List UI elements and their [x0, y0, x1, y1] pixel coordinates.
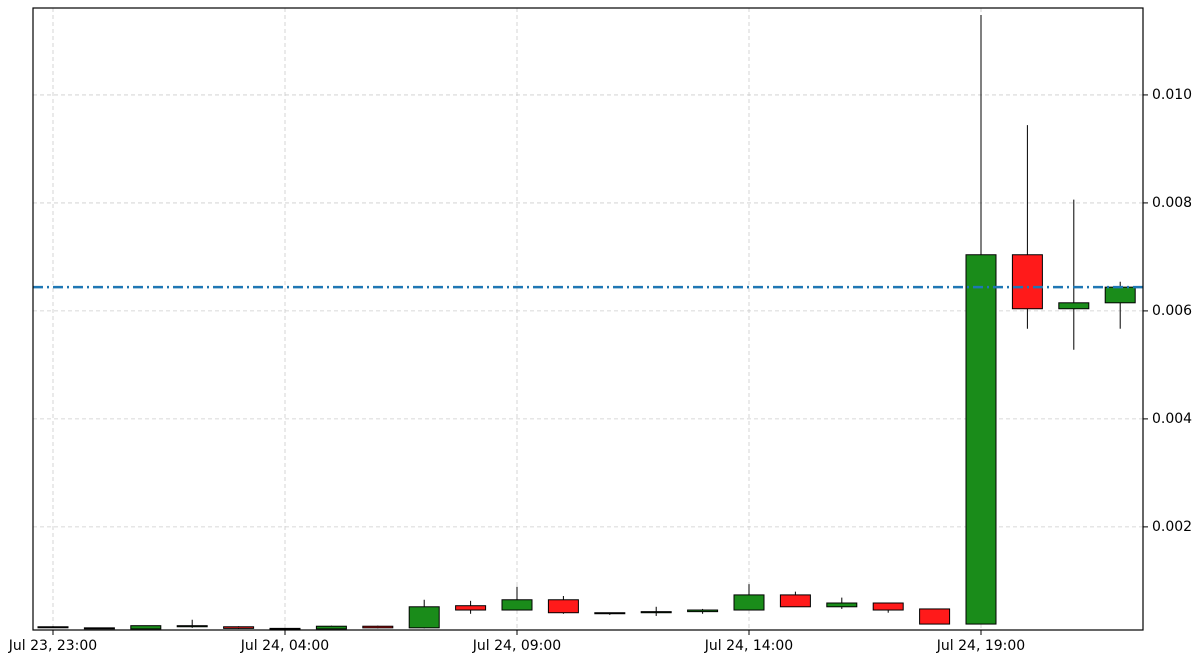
- candle-body: [826, 602, 858, 608]
- plot-frame: [32, 7, 1144, 631]
- y-tick-label: 0.006: [1152, 303, 1192, 319]
- candle-body: [547, 599, 579, 614]
- candle-body: [223, 626, 255, 629]
- candle-body: [640, 611, 672, 614]
- candle-body: [315, 625, 347, 630]
- candle-body: [455, 605, 487, 611]
- candle-body: [83, 627, 115, 630]
- x-tick-label: Jul 24, 04:00: [240, 638, 329, 654]
- candle-body: [362, 625, 394, 629]
- y-tick-label: 0.002: [1152, 519, 1192, 535]
- candle-body: [594, 612, 626, 615]
- candle-body: [919, 608, 951, 625]
- candle-body: [176, 625, 208, 628]
- y-tick-label: 0.004: [1152, 411, 1192, 427]
- candle-body: [1058, 302, 1090, 310]
- candle-body: [687, 609, 719, 613]
- candle-body: [965, 254, 997, 625]
- candle-body: [733, 594, 765, 611]
- y-tick-label: 0.008: [1152, 195, 1192, 211]
- candle-body: [779, 594, 811, 608]
- candle-body: [269, 627, 301, 630]
- candle-body: [408, 606, 440, 629]
- x-tick-label: Jul 24, 14:00: [704, 638, 793, 654]
- candle-body: [37, 626, 69, 629]
- x-tick-label: Jul 24, 19:00: [936, 638, 1025, 654]
- candle-body: [872, 602, 904, 611]
- candle-body: [501, 599, 533, 611]
- x-tick-label: Jul 24, 09:00: [472, 638, 561, 654]
- candle-body: [1104, 286, 1136, 304]
- y-tick-label: 0.010: [1152, 87, 1192, 103]
- x-tick-label: Jul 23, 23:00: [8, 638, 97, 654]
- candle-body: [130, 625, 162, 630]
- candle-body: [1011, 254, 1043, 310]
